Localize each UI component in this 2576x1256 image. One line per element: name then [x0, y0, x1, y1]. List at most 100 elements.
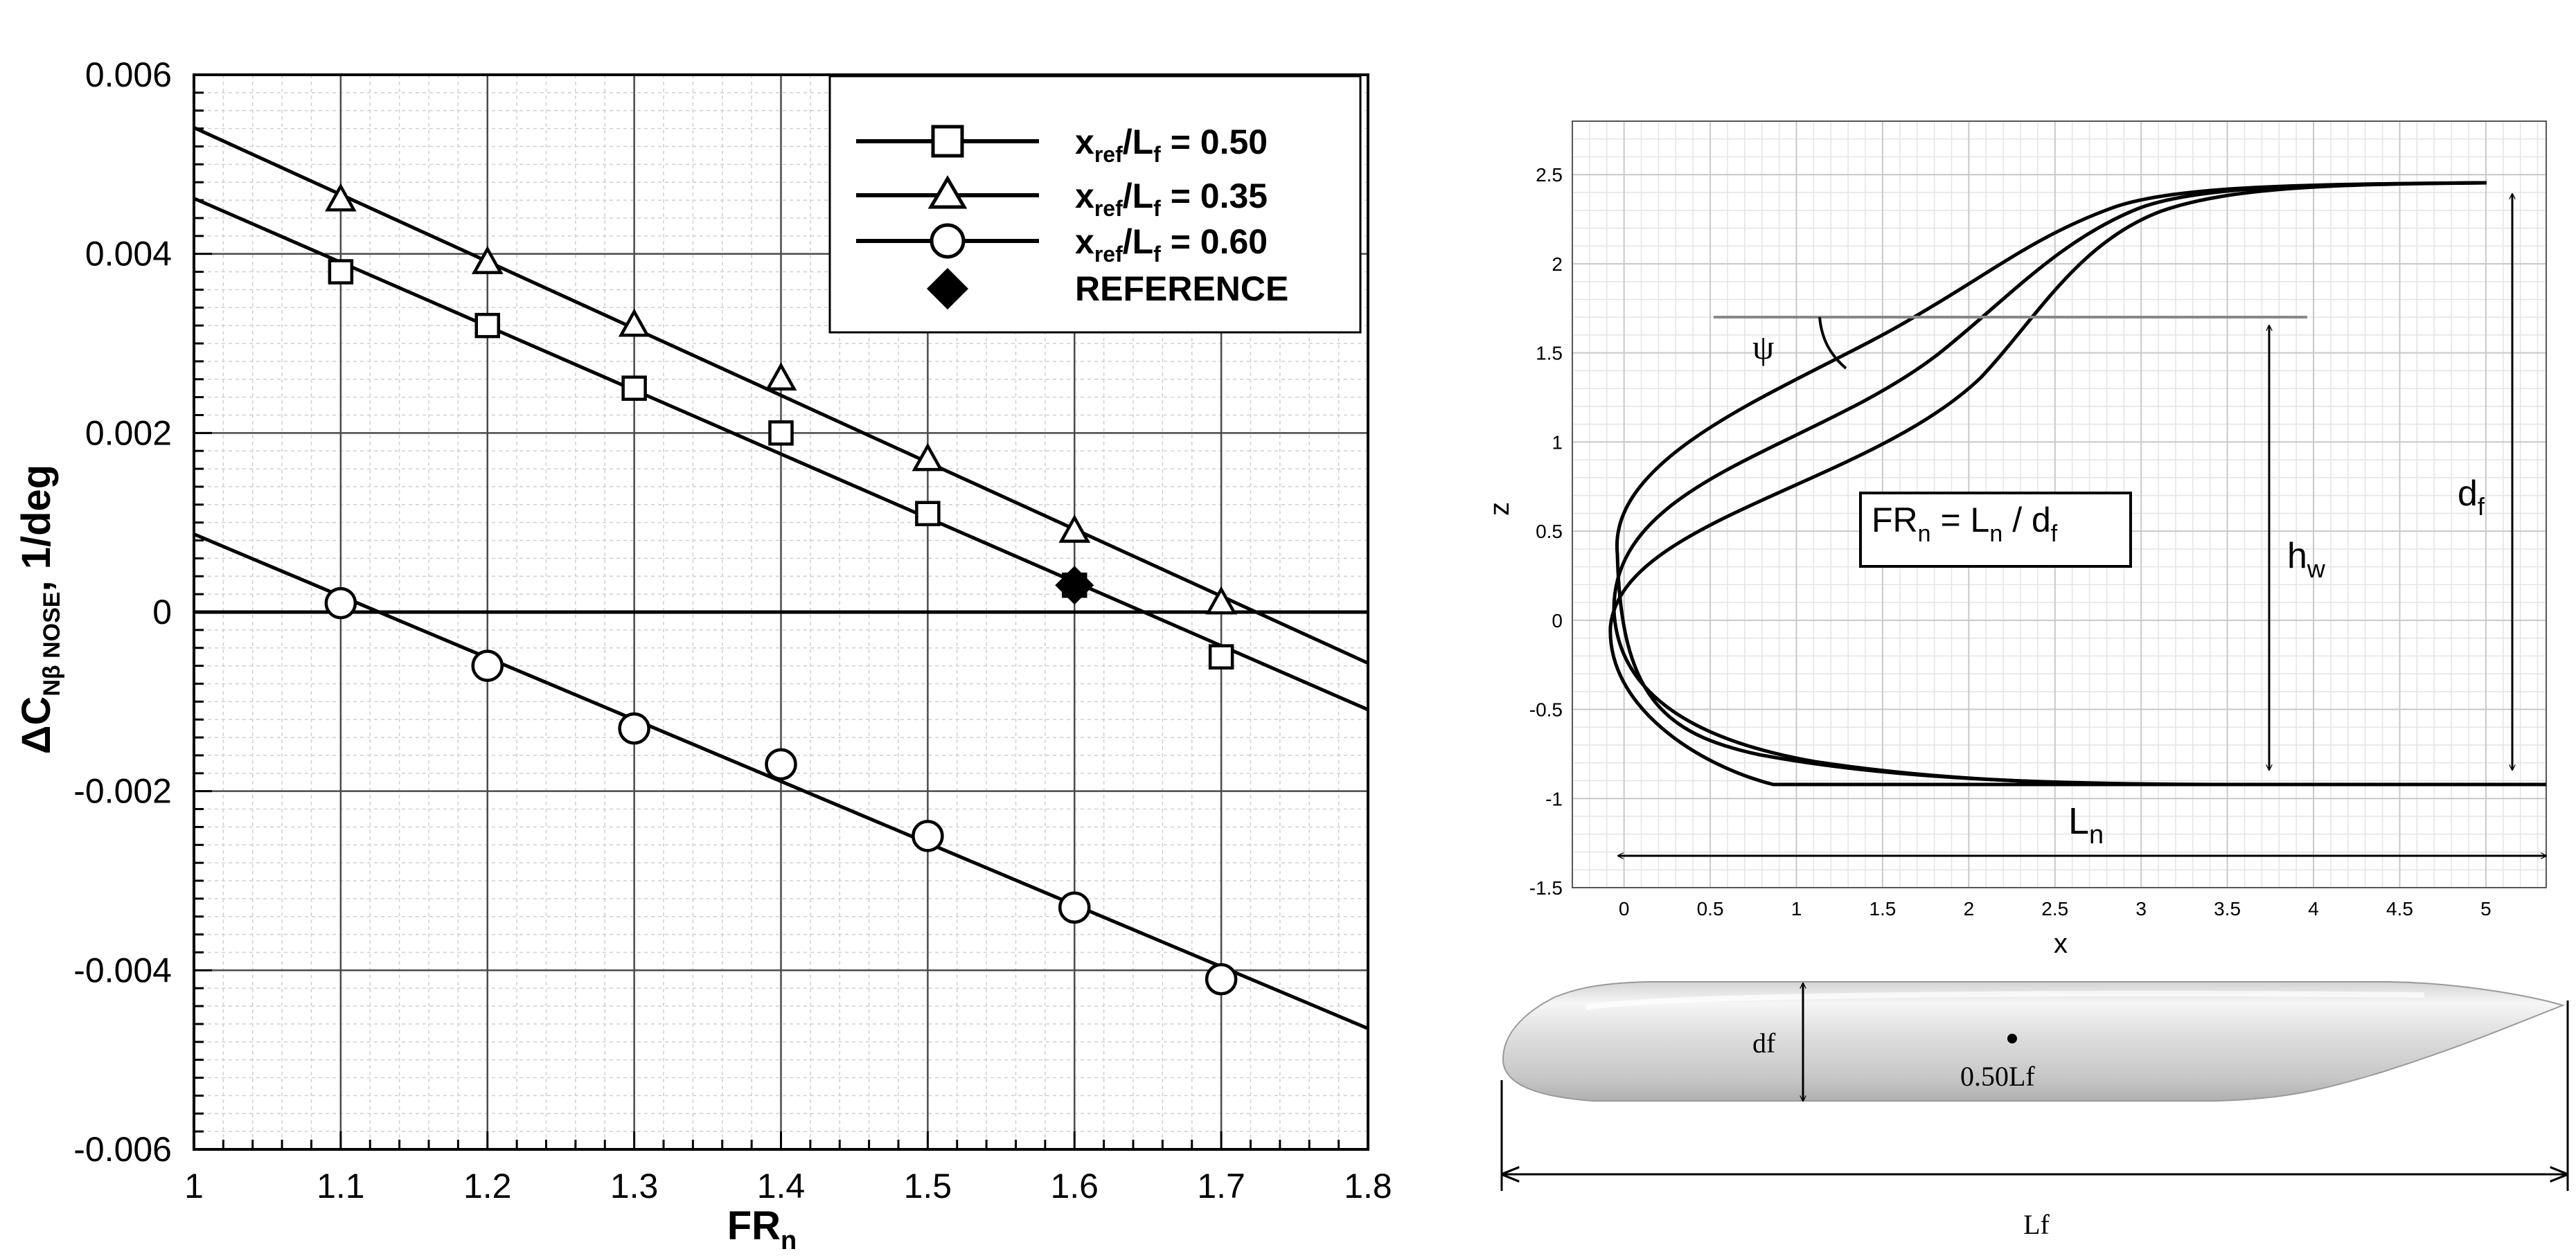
fit-line-series-0: [193, 197, 1369, 712]
legend-box: [828, 75, 1362, 334]
x-tick-label: 2: [1964, 898, 1975, 919]
lf-label: Lf: [2023, 1209, 2050, 1240]
data-point-series-0: [768, 420, 794, 446]
x-tick-label: 1.7: [1197, 1167, 1245, 1205]
y-tick-label: -0.5: [1529, 699, 1563, 721]
ln-label: Ln: [2068, 800, 2104, 850]
y-tick-label: -0.006: [73, 1130, 172, 1169]
y-tick-labels: -1.5 -1 -0.5 0 0.5 1 1.5 2 2.5: [1529, 164, 1563, 899]
y-axis-label: z: [1484, 502, 1515, 516]
data-point-series-1: [1205, 586, 1237, 615]
x-tick-label: 1: [184, 1167, 204, 1205]
x-tick-label: 2.5: [2041, 898, 2068, 919]
plot-frame: [1572, 120, 2547, 888]
major-grid: [1572, 121, 2546, 888]
hw-label: hw: [2287, 536, 2326, 583]
right-chart: 0 0.5 1 1.5 2 2.5 3 3.5 4 4.5 5 -1.5 -1 -0.5 0 0.5 1 1.5…: [1484, 120, 2547, 959]
x-tick-label: 1.2: [463, 1167, 512, 1205]
svg-text:xref/Lf = 0.50: xref/Lf = 0.50: [1075, 123, 1268, 167]
y-tick-label: -1: [1545, 788, 1563, 809]
y-tick-label: -0.004: [73, 951, 172, 989]
fit-line-series-2: [193, 532, 1369, 1030]
x-tick-label: 3.5: [2214, 898, 2241, 919]
y-tick-label: 1.5: [1536, 343, 1563, 364]
x-tick-label: 1.6: [1050, 1167, 1099, 1205]
nose-profile-outer: [1608, 181, 2546, 787]
ref-point-dot: [2007, 1034, 2017, 1043]
left-chart: 1 1.1 1.2 1.3 1.4 1.5 1.6 1.7 1.8 -0.006-0.004-0…: [14, 55, 1392, 1255]
ref-point-label: 0.50Lf: [1960, 1061, 2035, 1092]
legend-item-050: xref/Lf = 0.50: [856, 123, 1268, 167]
legend-item-035: xref/Lf = 0.35: [856, 175, 1268, 221]
nose-profiles: [1608, 181, 2546, 787]
data-point-series-2: [618, 712, 650, 745]
x-tick-label: 5: [2480, 898, 2491, 919]
x-tick-label: 1.1: [317, 1167, 365, 1205]
y-tick-label: 0.002: [85, 413, 172, 452]
svg-text:xref/Lf = 0.35: xref/Lf = 0.35: [1075, 177, 1268, 221]
y-tick-label: 0: [1552, 610, 1563, 631]
data-point-series-2: [324, 586, 357, 620]
data-point-series-2: [765, 748, 797, 781]
formula-text: FRn = Ln / df: [1872, 501, 2058, 547]
x-tick-label: 4: [2308, 898, 2319, 919]
data-point-series-1: [912, 442, 944, 472]
x-tick-label: 1.5: [1869, 898, 1896, 919]
legend-items: xref/Lf = 0.50 xref/Lf = 0.35 xref/Lf = …: [856, 123, 1288, 309]
data-markers: [324, 183, 1238, 996]
y-tick-label: 2: [1552, 253, 1563, 275]
data-point-series-0: [915, 501, 941, 526]
axis-ticks: [193, 73, 1369, 1151]
x-tick-label: 1.4: [757, 1167, 806, 1205]
data-point-series-0: [1208, 644, 1234, 670]
psi-label: ψ: [1752, 328, 1774, 366]
y-tick-label: 0: [152, 593, 172, 631]
data-point-series-2: [471, 649, 504, 682]
x-tick-label: 0: [1619, 898, 1630, 919]
x-tick-label: 1.5: [904, 1167, 952, 1205]
x-tick-label: 1: [1791, 898, 1802, 919]
x-axis-label: x: [2054, 928, 2068, 959]
legend-item-060: xref/Lf = 0.60: [856, 222, 1268, 267]
fuselage-body: [1502, 981, 2566, 1102]
data-point-series-2: [1058, 891, 1091, 924]
data-point-series-1: [1058, 514, 1091, 543]
df-body-label: df: [1752, 1028, 1776, 1059]
data-point-series-1: [471, 245, 504, 274]
y-tick-label: -0.002: [73, 772, 172, 811]
y-tick-label: 0.004: [85, 235, 172, 273]
data-point-series-1: [618, 308, 650, 337]
df-label: df: [2458, 474, 2485, 521]
x-tick-labels: 1 1.1 1.2 1.3 1.4 1.5 1.6 1.7 1.8: [184, 1167, 1392, 1205]
y-tick-labels: -0.006 -0.004 -0.002 0 0.002 0.004 0.006: [73, 55, 172, 1169]
y-axis-label: ΔCNβ NOSE, 1/deg: [14, 465, 65, 754]
psi-angle-arc: [1818, 316, 1847, 370]
data-point-series-2: [912, 820, 944, 852]
legend-item-reference: REFERENCE: [927, 268, 1288, 309]
data-point-series-0: [621, 375, 647, 401]
formula-box: [1859, 492, 2132, 568]
fuselage-illustration: df 0.50Lf Lf: [1500, 981, 2569, 1240]
data-point-series-2: [1205, 963, 1238, 996]
y-tick-label: 1: [1552, 431, 1563, 453]
fit-lines: [193, 126, 1369, 1030]
y-tick-label: -1.5: [1529, 877, 1563, 899]
data-point-series-0: [474, 312, 500, 339]
x-tick-label: 0.5: [1697, 898, 1724, 919]
legend: xref/Lf = 0.50 xref/Lf = 0.35 xref/Lf = …: [828, 75, 1362, 334]
svg-text:REFERENCE: REFERENCE: [1075, 269, 1288, 308]
data-point-series-1: [325, 183, 357, 212]
svg-text:xref/Lf = 0.60: xref/Lf = 0.60: [1075, 222, 1268, 267]
x-axis-label: FRn: [727, 1203, 797, 1255]
data-point-series-0: [328, 259, 354, 285]
x-tick-label: 4.5: [2386, 898, 2413, 919]
y-tick-label: 0.006: [85, 55, 172, 94]
nose-profile-mid: [1612, 181, 2487, 787]
y-tick-label: 2.5: [1536, 164, 1563, 186]
data-point-series-1: [765, 362, 797, 391]
fuselage-highlight: [1585, 991, 2425, 1010]
x-tick-label: 1.3: [610, 1167, 659, 1205]
x-tick-label: 1.8: [1344, 1167, 1392, 1205]
y-tick-label: 0.5: [1536, 521, 1563, 542]
nose-profile-inner: [1615, 181, 2487, 787]
